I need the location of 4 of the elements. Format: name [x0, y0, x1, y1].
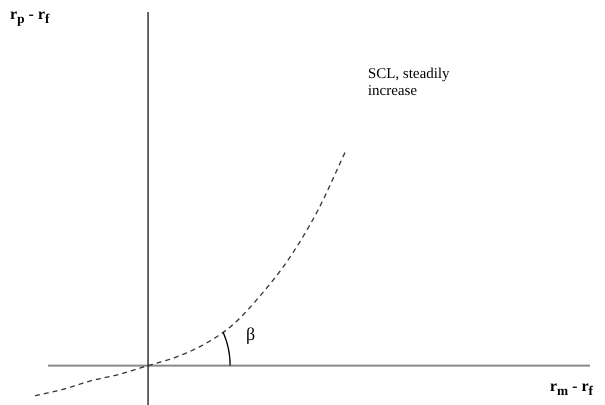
text: SCL, steadily increase	[368, 66, 451, 100]
text: r$_{p}$ - r$_{f}$	[10, 6, 50, 28]
x-axis-title: r$_{m}$ - r$_{f}$	[550, 378, 593, 399]
annotation: β	[246, 324, 256, 345]
